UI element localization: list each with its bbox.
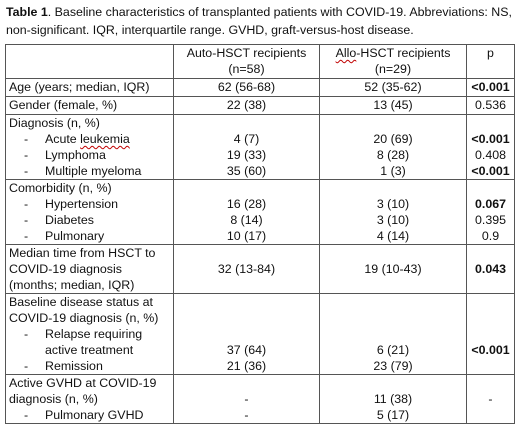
table-row-age: Age (years; median, IQR) 62 (56-68) 52 (… bbox=[5, 78, 515, 97]
comorbidity-labels: Comorbidity (n, %) - Hypertension - Diabet… bbox=[5, 179, 174, 245]
table-row-diagnosis: Diagnosis (n, %) - Acute leukemia - Lympho… bbox=[5, 114, 515, 180]
table-row-gvhd: Active GVHD at COVID-19 diagnosis (n, %)… bbox=[5, 374, 515, 424]
table-row-median-time: Median time from HSCT to COVID-19 diagno… bbox=[5, 244, 515, 294]
allo-prefix: Allo bbox=[335, 46, 357, 60]
leukemia-word: leukemia bbox=[80, 132, 130, 146]
header-p: p bbox=[466, 44, 515, 79]
diagnosis-labels: Diagnosis (n, %) - Acute leukemia - Lympho… bbox=[5, 114, 174, 180]
header-row: Auto-HSCT recipients (n=58) Allo-HSCT re… bbox=[5, 44, 515, 79]
caption-label: Table 1 bbox=[6, 5, 48, 19]
baseline-characteristics-table: Auto-HSCT recipients (n=58) Allo-HSCT re… bbox=[5, 44, 515, 424]
header-auto: Auto-HSCT recipients (n=58) bbox=[173, 44, 320, 79]
caption-text: . Baseline characteristics of transplant… bbox=[6, 5, 512, 37]
gvhd-labels: Active GVHD at COVID-19 diagnosis (n, %)… bbox=[5, 374, 174, 424]
table-caption: Table 1. Baseline characteristics of tra… bbox=[6, 3, 514, 39]
table-row-baseline-status: Baseline disease status at COVID-19 diag… bbox=[5, 293, 515, 375]
header-allo: Allo-HSCT recipients (n=29) bbox=[319, 44, 467, 79]
table-row-gender: Gender (female, %) 22 (38) 13 (45) 0.536 bbox=[5, 96, 515, 115]
median-time-label: Median time from HSCT to COVID-19 diagno… bbox=[5, 244, 174, 294]
baseline-status-labels: Baseline disease status at COVID-19 diag… bbox=[5, 293, 174, 375]
table-row-comorbidity: Comorbidity (n, %) - Hypertension - Diabet… bbox=[5, 179, 515, 245]
header-empty-cell bbox=[5, 44, 174, 79]
